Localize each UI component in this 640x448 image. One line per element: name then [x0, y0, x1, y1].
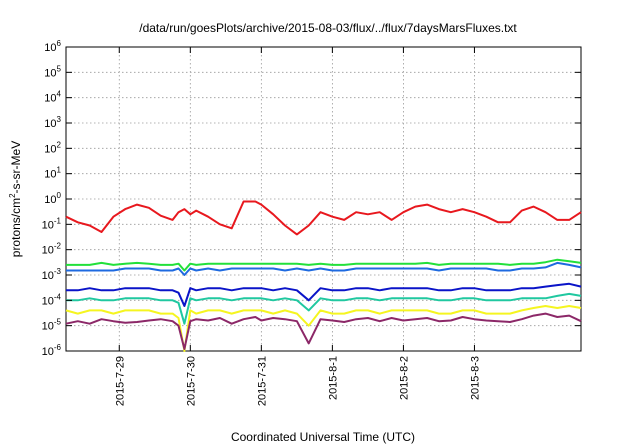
y-axis-ticks: 10610510410310210110010-110-210-310-410-…: [42, 39, 581, 358]
chart-title: /data/run/goesPlots/archive/2015-08-03/f…: [139, 21, 517, 35]
x-tick-label: 2015-7-29: [114, 356, 126, 406]
y-tick-label: 10-5: [42, 318, 62, 333]
y-tick-base: 10: [44, 42, 56, 54]
y-tick-exp: -6: [54, 343, 62, 352]
x-axis-ticks: 2015-7-29 2015-7-30 2015-7-31 2015-8-1 2015-…: [114, 47, 481, 406]
series-line-3: [66, 261, 582, 276]
y-tick-label: 10-2: [42, 242, 62, 257]
y-tick-exp: -1: [54, 216, 62, 225]
y-tick-base: 10: [42, 321, 54, 333]
x-axis-label: Coordinated Universal Time (UTC): [231, 430, 415, 444]
y-tick-label: 106: [44, 39, 61, 54]
y-tick-exp: 3: [57, 115, 62, 124]
y-tick-base: 10: [44, 67, 56, 79]
y-tick-label: 10-4: [42, 292, 62, 307]
y-tick-exp: 1: [57, 166, 62, 175]
y-tick-label: 103: [44, 115, 61, 130]
y-tick-label: 102: [44, 140, 61, 155]
y-axis-label-post: -s-sr-MeV: [9, 141, 23, 194]
y-tick-exp: 0: [57, 191, 62, 200]
y-tick-label: 105: [44, 64, 61, 79]
y-tick-exp: 5: [57, 64, 62, 73]
y-tick-base: 10: [42, 219, 54, 231]
y-tick-label: 10-1: [42, 216, 62, 231]
x-tick-label: 2015-7-30: [185, 356, 197, 406]
y-tick-label: 10-6: [42, 343, 62, 358]
y-tick-base: 10: [44, 194, 56, 206]
y-tick-exp: -4: [54, 292, 62, 301]
x-tick-label: 2015-7-31: [256, 356, 268, 406]
y-axis-label-pre: protons/cm: [9, 198, 23, 257]
y-tick-base: 10: [44, 93, 56, 105]
y-tick-label: 101: [44, 166, 61, 181]
x-tick-label: 2015-8-2: [398, 356, 410, 400]
grid-lines: [66, 47, 581, 351]
y-tick-base: 10: [44, 143, 56, 155]
y-tick-base: 10: [42, 245, 54, 257]
y-tick-exp: -5: [54, 318, 62, 327]
series-line-5: [66, 292, 582, 325]
series-lines: [65, 200, 582, 352]
y-tick-label: 10-3: [42, 267, 62, 282]
x-tick-label: 2015-8-1: [327, 356, 339, 400]
y-tick-exp: -2: [54, 242, 62, 251]
y-axis-label: protons/cm2-s-sr-MeV: [8, 141, 23, 257]
series-line-7: [65, 312, 582, 350]
y-tick-exp: 2: [57, 140, 62, 149]
y-tick-base: 10: [42, 270, 54, 282]
y-tick-label: 100: [44, 191, 61, 206]
series-line-1: [65, 200, 582, 236]
x-tick-label: 2015-8-3: [469, 356, 481, 400]
y-tick-base: 10: [44, 118, 56, 130]
y-tick-base: 10: [42, 346, 54, 358]
y-tick-base: 10: [42, 295, 54, 307]
y-tick-base: 10: [44, 169, 56, 181]
series-line-2: [66, 258, 582, 272]
y-tick-exp: 6: [57, 39, 62, 48]
y-axis-label-sup: 2: [8, 193, 17, 198]
y-tick-label: 104: [44, 90, 61, 105]
series-line-6: [65, 305, 582, 352]
y-tick-exp: 4: [57, 90, 62, 99]
y-tick-exp: -3: [54, 267, 62, 276]
series-line-4: [66, 282, 582, 307]
